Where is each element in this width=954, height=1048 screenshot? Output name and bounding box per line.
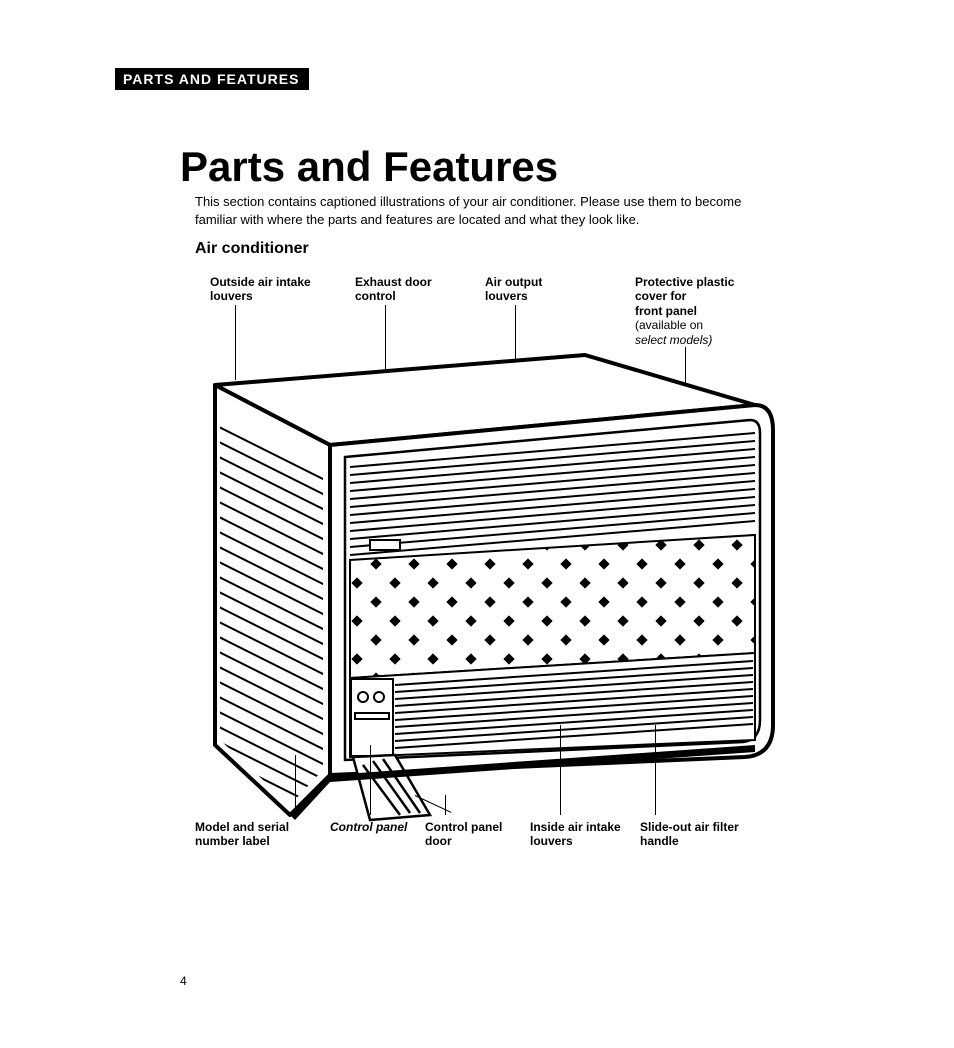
- label-protective-cover: Protective plastic cover for front panel…: [635, 275, 775, 347]
- ac-unit-illustration: [195, 345, 795, 825]
- label-control-panel-door: Control panel door: [425, 820, 502, 849]
- page-title: Parts and Features: [180, 143, 558, 191]
- label-line: Model and serial: [195, 820, 289, 834]
- label-line: Control panel: [330, 820, 407, 834]
- label-line: Slide-out air filter: [640, 820, 739, 834]
- label-line: Exhaust door: [355, 275, 432, 289]
- intro-paragraph: This section contains captioned illustra…: [195, 193, 755, 228]
- label-line: Control panel: [425, 820, 502, 834]
- label-line: Protective plastic: [635, 275, 734, 289]
- label-slide-out-filter: Slide-out air filter handle: [640, 820, 739, 849]
- label-line: front panel: [635, 304, 697, 318]
- label-model-serial: Model and serial number label: [195, 820, 315, 849]
- leader-line: [655, 725, 656, 815]
- label-line: door: [425, 834, 452, 848]
- label-line: handle: [640, 834, 679, 848]
- label-line: control: [355, 289, 396, 303]
- diagram-subheading: Air conditioner: [195, 240, 309, 258]
- label-line: Air output: [485, 275, 542, 289]
- label-line: louvers: [530, 834, 573, 848]
- label-line: louvers: [485, 289, 528, 303]
- label-line: Inside air intake: [530, 820, 621, 834]
- label-line: cover for: [635, 289, 686, 303]
- leader-line: [295, 755, 296, 815]
- label-control-panel: Control panel: [330, 820, 407, 834]
- label-line: number label: [195, 834, 270, 848]
- leader-line: [370, 745, 371, 815]
- label-inside-air-intake: Inside air intake louvers: [530, 820, 621, 849]
- label-line: (available on: [635, 318, 703, 332]
- label-exhaust-door-control: Exhaust door control: [355, 275, 432, 304]
- section-tag: PARTS AND FEATURES: [115, 68, 309, 90]
- diagram-area: Outside air intake louvers Exhaust door …: [195, 275, 795, 905]
- label-air-output-louvers: Air output louvers: [485, 275, 542, 304]
- label-line: louvers: [210, 289, 253, 303]
- manual-page: PARTS AND FEATURES Parts and Features Th…: [0, 0, 954, 1048]
- page-number: 4: [180, 974, 187, 988]
- leader-line: [445, 795, 446, 815]
- label-outside-air-intake: Outside air intake louvers: [210, 275, 311, 304]
- label-line: Outside air intake: [210, 275, 311, 289]
- leader-line: [560, 725, 561, 815]
